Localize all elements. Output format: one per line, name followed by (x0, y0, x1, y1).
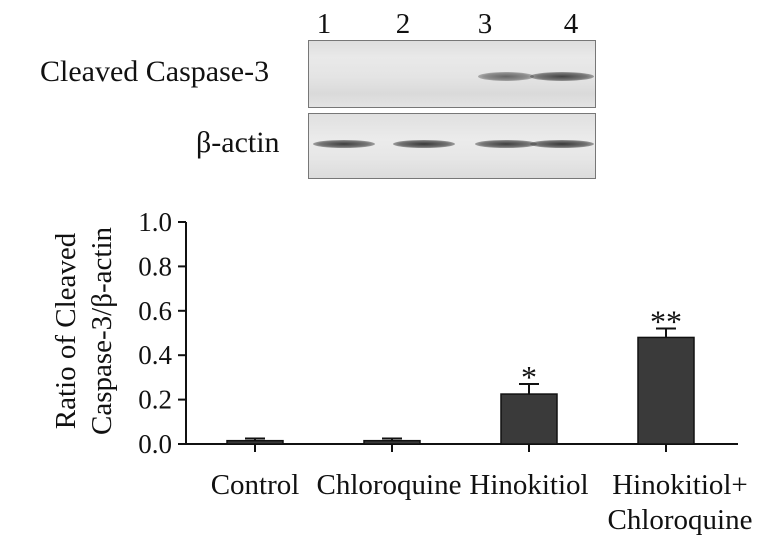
blot-band-row1-lane4 (530, 71, 594, 81)
blot-band-row2-lane3 (475, 140, 537, 148)
y-tick-label: 0.4 (138, 340, 172, 370)
y-tick-label: 1.0 (138, 207, 172, 237)
significance-marker-4: ** (650, 304, 682, 340)
blot-band-row2-lane1 (313, 140, 375, 148)
blot-label-cleaved-caspase-3: Cleaved Caspase-3 (40, 55, 270, 88)
x-category-label: Control (211, 469, 300, 501)
y-axis-label-line: Ratio of Cleaved (50, 232, 82, 429)
significance-marker-3: * (521, 359, 537, 395)
bar-4 (637, 336, 695, 445)
blot-band-row1-lane3 (478, 71, 534, 81)
y-tick-label: 0.6 (138, 296, 172, 326)
bar-2 (363, 439, 421, 445)
blot-band-row2-lane2 (393, 140, 455, 148)
bar-1 (226, 439, 284, 445)
x-category-label: Hinokitiol+ (612, 469, 748, 501)
y-tick-label: 0.0 (138, 429, 172, 459)
x-category-label: Chloroquine (317, 469, 462, 501)
lane-number-3: 3 (477, 8, 493, 40)
blot-label-beta-actin: β-actin (196, 126, 280, 159)
x-category-label: Hinokitiol (469, 469, 588, 501)
blot-band-row2-lane4 (530, 140, 594, 148)
lane-number-1: 1 (316, 8, 332, 40)
y-axis-label: Ratio of Cleaved Caspase-3/β-actin (50, 226, 118, 435)
bar-3 (500, 393, 558, 445)
y-axis-label-line: Caspase-3/β-actin (86, 226, 118, 435)
lane-number-4: 4 (563, 8, 579, 40)
blot-panel-beta-actin (308, 113, 596, 179)
blot-panel-cleaved-caspase-3 (308, 40, 596, 108)
x-category-label: Chloroquine (608, 504, 753, 536)
y-tick-label: 0.2 (138, 385, 172, 415)
lane-number-2: 2 (395, 8, 411, 40)
y-tick-label: 0.8 (138, 251, 172, 281)
